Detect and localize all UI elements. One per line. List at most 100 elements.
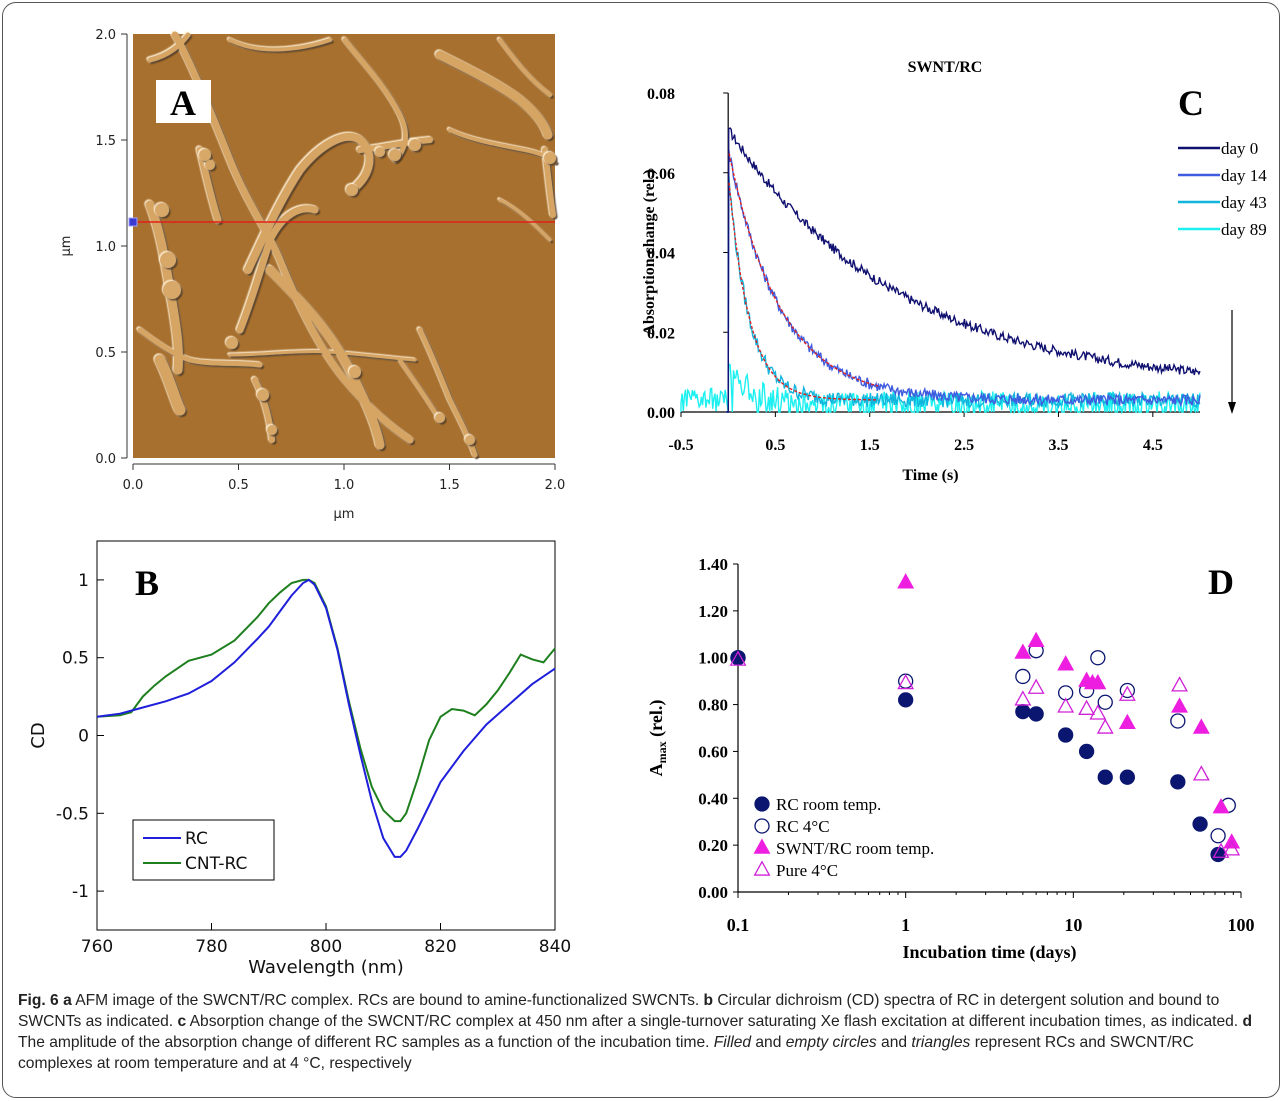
data-point <box>1057 697 1075 713</box>
y-axis-label: Amax (rel.) <box>646 700 669 777</box>
series-line-day-0 <box>726 127 1201 413</box>
afm-strand <box>342 37 408 163</box>
afm-particle <box>205 160 215 170</box>
caption-filled: Filled <box>713 1034 752 1051</box>
data-point <box>1223 840 1241 856</box>
afm-scan-marker <box>128 217 138 227</box>
afm-particle <box>226 337 238 349</box>
x-axis-label: Time (s) <box>902 467 958 484</box>
y-tick-label: 0.40 <box>698 789 728 808</box>
data-point <box>1089 673 1107 690</box>
caption-d-label: d <box>1242 1013 1252 1030</box>
data-point <box>1015 668 1031 685</box>
data-point <box>1078 743 1095 760</box>
y-tick-label: 0.06 <box>647 166 675 183</box>
afm-particle <box>199 149 211 161</box>
data-point <box>1171 697 1188 713</box>
y-tick-label: 0.04 <box>647 246 675 263</box>
y-axis-label: Absorption change (rel.) <box>641 169 658 335</box>
x-tick-label: 1.5 <box>860 437 880 454</box>
legend-label: day 89 <box>1221 220 1267 239</box>
series-line-day-43 <box>726 172 1201 413</box>
y-tick-label: 1.00 <box>698 649 728 668</box>
legend-label: day 43 <box>1221 193 1267 212</box>
data-point <box>1057 655 1075 671</box>
caption-b-text: Circular dichroism (CD) spectra of RC in… <box>18 992 1220 1030</box>
data-point <box>1096 718 1114 734</box>
y-tick-label: 0.00 <box>698 883 728 902</box>
y-tick-label: 0.00 <box>647 405 675 422</box>
series-line-rc <box>96 578 556 858</box>
data-point <box>1170 713 1186 729</box>
data-point <box>1192 718 1210 734</box>
legend-label: Pure 4°C <box>776 861 838 880</box>
panel-d-letter: D <box>1208 562 1234 602</box>
data-point <box>1097 769 1113 785</box>
legend-marker <box>753 860 771 876</box>
x-tick-label: 0.1 <box>727 915 750 935</box>
data-point <box>1119 682 1136 699</box>
data-point <box>1078 699 1096 715</box>
panel-b-cd-chart: B 760 780 800 820 840 1 0.5 0 -0.5 -1 Wavelength (… <box>28 540 571 978</box>
afm-strand <box>228 38 332 52</box>
panel-a-letter: A <box>170 83 196 123</box>
trend-arrow-head <box>1228 402 1236 414</box>
legend-label: SWNT/RC room temp. <box>776 839 934 858</box>
afm-particle <box>465 435 475 445</box>
panel-a-ylabel: µm <box>59 236 74 257</box>
afm-particle <box>409 139 421 151</box>
x-tick-label: 840 <box>539 937 571 957</box>
x-tick-label: 1.5 <box>439 478 460 493</box>
y-tick-label: 0.80 <box>698 696 728 715</box>
series-line-day-89 <box>680 363 1201 415</box>
panel-c-letter: C <box>1178 83 1204 123</box>
afm-strand <box>154 354 186 416</box>
afm-particle <box>155 203 169 217</box>
caption-c-text: Absorption change of the SWCNT/RC comple… <box>186 1013 1243 1030</box>
afm-strand <box>244 132 374 274</box>
data-point <box>1118 685 1136 701</box>
x-tick-label: 1.0 <box>334 478 355 493</box>
afm-strand <box>357 137 433 153</box>
caption-tail: represent RCs and SWCNT/RC complexes at … <box>18 1034 1194 1072</box>
x-tick-label: 760 <box>81 937 113 957</box>
x-tick-label: 0.5 <box>765 437 785 454</box>
data-point <box>1028 706 1044 722</box>
data-point <box>1015 703 1031 720</box>
y-tick-label: -0.5 <box>56 804 89 824</box>
legend-marker <box>753 838 771 854</box>
panel-b-letter: B <box>135 563 159 603</box>
y-tick-label: 2.0 <box>95 28 116 43</box>
x-tick-label: 10 <box>1064 915 1082 935</box>
caption-empty-circles: empty circles <box>785 1034 877 1051</box>
data-point <box>1170 774 1186 790</box>
afm-particle <box>544 152 556 164</box>
data-point <box>1089 704 1107 720</box>
afm-particle <box>349 366 361 378</box>
afm-strand <box>252 377 275 443</box>
panel-a-letter-box <box>156 80 211 123</box>
x-tick-label: 0.0 <box>123 478 144 493</box>
panel-a-y-ticks: 0.0 0.5 1.0 1.5 2.0 <box>95 28 127 467</box>
data-point <box>1192 765 1210 781</box>
y-tick-label: -1 <box>72 882 89 902</box>
afm-particle <box>163 281 181 299</box>
y-tick-label: 0.60 <box>698 742 728 761</box>
data-point <box>897 673 915 690</box>
panel-d-amplitude-chart: D 0.00 0.20 0.40 0.60 0.80 1.00 1.20 1.40 0.1 1 10… <box>646 555 1255 963</box>
y-axis-label: CD <box>28 722 49 748</box>
data-point <box>1192 816 1208 832</box>
data-point <box>898 692 914 708</box>
legend-marker <box>754 818 770 834</box>
panel-a-x-ticks: 0.0 0.5 1.0 1.5 2.0 <box>123 464 565 493</box>
caption-b-label: b <box>703 992 714 1009</box>
x-tick-label: 820 <box>424 937 456 957</box>
figure-caption: Fig. 6 a AFM image of the SWCNT/RC compl… <box>18 990 1268 1074</box>
afm-strand <box>228 350 417 362</box>
y-tick-label: 0.08 <box>647 86 675 103</box>
afm-particle <box>375 147 385 157</box>
panel-a-xlabel: µm <box>334 507 355 522</box>
caption-c-label: c <box>177 1013 187 1030</box>
x-tick-label: 100 <box>1228 915 1255 935</box>
